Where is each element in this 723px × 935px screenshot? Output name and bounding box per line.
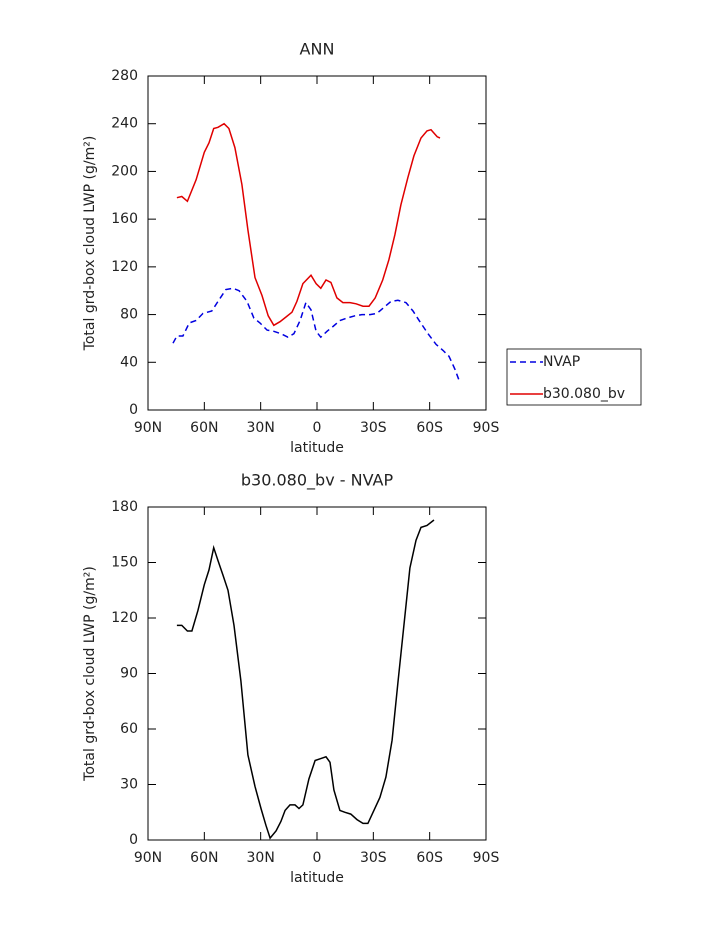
- x-tick-label: 30S: [360, 420, 387, 436]
- chart-title: ANN: [300, 40, 335, 59]
- legend-box: [506, 348, 642, 406]
- y-tick-label: 40: [120, 354, 138, 370]
- x-tick-label: 90N: [134, 420, 162, 436]
- x-tick-label: 60S: [416, 850, 443, 866]
- y-axis-label: Total grd-box cloud LWP (g/m²): [82, 566, 98, 782]
- y-tick-label: 60: [120, 721, 138, 737]
- x-axis-label: latitude: [290, 440, 344, 456]
- y-tick-label: 80: [120, 307, 138, 323]
- y-tick-label: 30: [120, 777, 138, 793]
- data-line: [176, 122, 441, 327]
- y-tick-label: 200: [111, 163, 138, 179]
- y-tick-label: 150: [111, 555, 138, 571]
- data-line: [172, 287, 461, 383]
- y-tick-label: 0: [129, 402, 138, 418]
- y-tick-label: 120: [111, 259, 138, 275]
- plot-frame: [147, 506, 487, 841]
- legend-label: b30.080_bv: [543, 386, 625, 402]
- x-tick-label: 0: [313, 420, 322, 436]
- x-tick-label: 30S: [360, 850, 387, 866]
- x-tick-label: 30N: [247, 420, 275, 436]
- x-tick-label: 60N: [190, 850, 218, 866]
- x-tick-label: 60N: [190, 420, 218, 436]
- y-tick-label: 160: [111, 211, 138, 227]
- x-tick-label: 30N: [247, 850, 275, 866]
- chart-title: b30.080_bv - NVAP: [241, 471, 394, 491]
- y-tick-label: 120: [111, 610, 138, 626]
- x-tick-label: 90S: [473, 850, 500, 866]
- plot-frame: [147, 75, 487, 411]
- y-tick-label: 280: [111, 68, 138, 84]
- y-tick-label: 180: [111, 499, 138, 515]
- x-axis-label: latitude: [290, 870, 344, 886]
- y-tick-label: 90: [120, 666, 138, 682]
- data-line: [176, 519, 435, 840]
- y-tick-label: 0: [129, 832, 138, 848]
- x-tick-label: 60S: [416, 420, 443, 436]
- legend-label: NVAP: [543, 354, 580, 370]
- x-tick-label: 90N: [134, 850, 162, 866]
- x-tick-label: 0: [313, 850, 322, 866]
- y-tick-label: 240: [111, 116, 138, 132]
- y-axis-label: Total grd-box cloud LWP (g/m²): [82, 136, 98, 352]
- x-tick-label: 90S: [473, 420, 500, 436]
